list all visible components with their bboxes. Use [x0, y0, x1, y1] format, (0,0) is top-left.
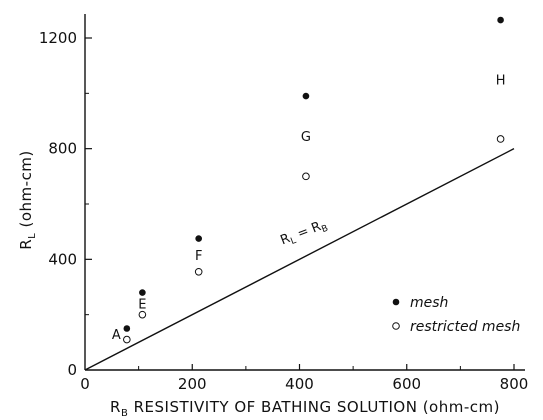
restricted-mesh-point — [194, 267, 203, 276]
y-tick-label-800: 800 — [48, 140, 77, 158]
legend-marker-restricted-mesh — [392, 322, 400, 330]
point-label-G: G — [301, 130, 311, 145]
reference-line-label: RL = RB — [278, 217, 329, 250]
legend-marker-mesh — [392, 298, 400, 306]
x-tick-label-600: 600 — [392, 375, 421, 393]
mesh-point — [497, 16, 504, 24]
mesh-point — [123, 325, 131, 332]
x-tick-label-0: 0 — [80, 375, 90, 393]
points-layer — [123, 16, 505, 344]
point-labels-layer: A E F G H — [112, 74, 506, 344]
x-axis-title: RB RESISTIVITY OF BATHING SOLUTION (ohm-… — [110, 398, 500, 419]
y-tick-label-0: 0 — [67, 361, 77, 379]
point-label-F: F — [195, 249, 202, 264]
reference-line — [84, 148, 515, 371]
restricted-mesh-point — [138, 310, 147, 319]
legend-label-mesh: mesh — [410, 295, 448, 311]
plot-frame — [84, 14, 525, 371]
restricted-mesh-point — [123, 335, 131, 344]
reference-line-layer — [84, 148, 515, 371]
legend-label-restricted-mesh: restricted mesh — [410, 319, 520, 335]
x-tick-label-800: 800 — [500, 375, 529, 393]
restricted-mesh-point — [302, 172, 310, 181]
mesh-point — [139, 289, 146, 296]
legend: mesh restricted mesh — [392, 295, 520, 335]
mesh-point — [195, 235, 202, 242]
ticks-layer: 0 200 400 600 800 0 400 800 1200 — [39, 29, 529, 393]
y-tick-label-1200: 1200 — [39, 29, 77, 47]
point-label-E: E — [138, 298, 146, 313]
x-tick-label-400: 400 — [285, 375, 314, 393]
restricted-mesh-point — [496, 135, 505, 143]
y-axis-title: RL (ohm-cm) — [17, 150, 38, 250]
mesh-point — [302, 92, 310, 100]
point-label-A: A — [112, 328, 121, 343]
point-label-H: H — [496, 74, 506, 89]
y-tick-label-400: 400 — [48, 250, 77, 268]
x-tick-label-200: 200 — [178, 375, 207, 393]
